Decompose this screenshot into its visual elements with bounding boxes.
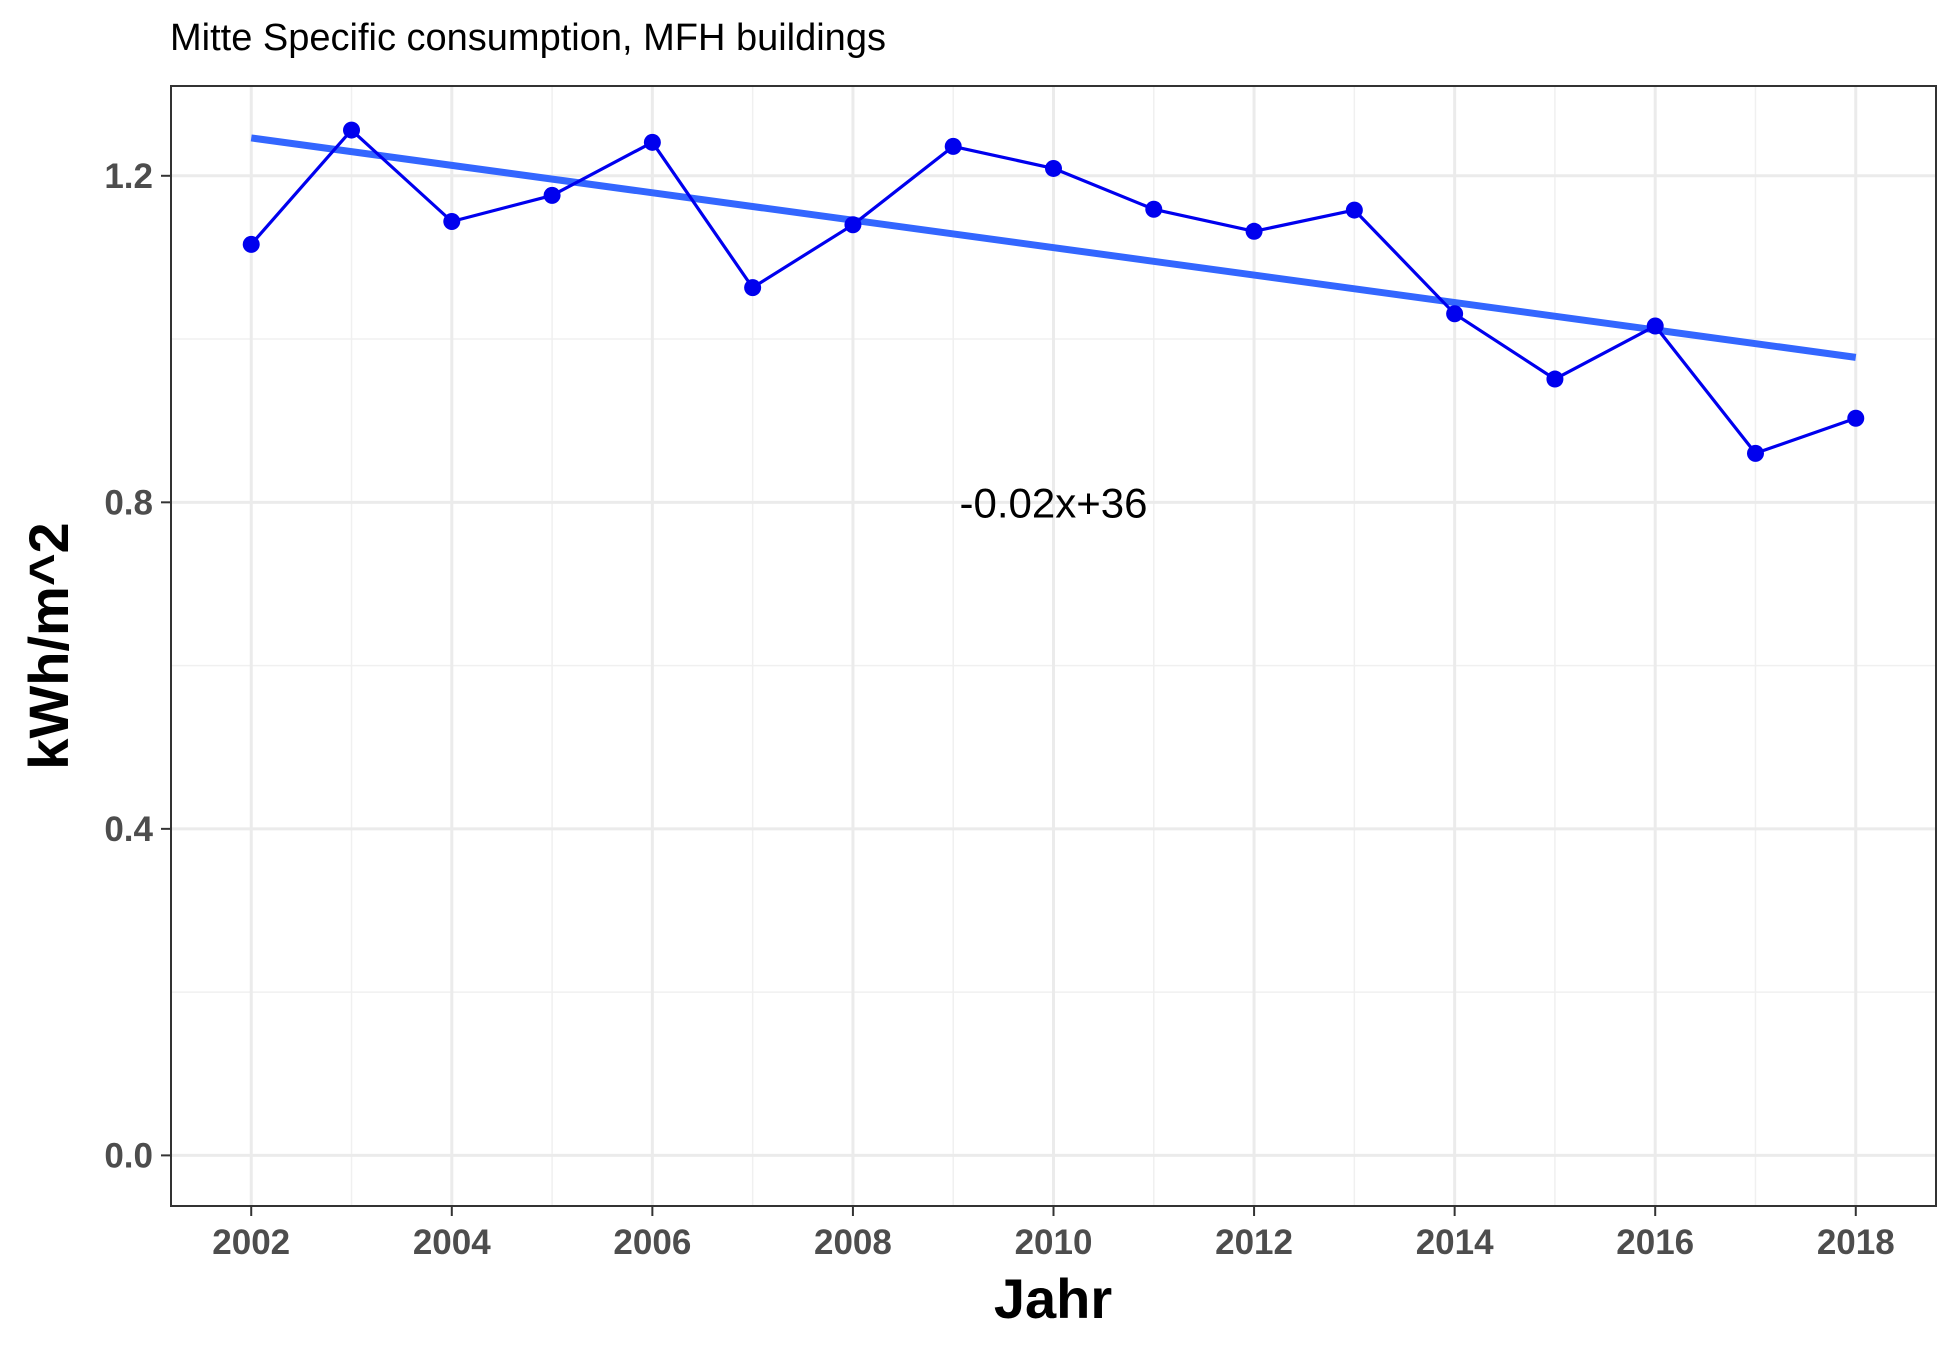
data-point-2014 <box>1446 305 1464 323</box>
data-point-2007 <box>744 279 762 297</box>
data-point-2017 <box>1746 444 1764 462</box>
data-point-2006 <box>643 133 661 151</box>
x-tick-label: 2012 <box>1215 1223 1293 1262</box>
y-tick-label: 0.8 <box>104 483 153 522</box>
grid-major <box>171 86 1936 1206</box>
y-axis-title: kWh/m^2 <box>17 522 80 769</box>
data-point-2012 <box>1245 222 1263 240</box>
trend-layer <box>250 134 1857 361</box>
x-tick-label: 2006 <box>613 1223 691 1262</box>
data-point-2013 <box>1345 201 1363 219</box>
data-point-2005 <box>543 186 561 204</box>
data-point-2002 <box>242 235 260 253</box>
annotation-layer: -0.02x+36 <box>960 479 1148 526</box>
x-tick-label: 2004 <box>413 1223 491 1262</box>
chart-title: Mitte Specific consumption, MFH building… <box>170 17 886 59</box>
trend-line <box>250 134 1857 361</box>
y-axis: 0.0 0.4 0.8 1.2 <box>104 157 171 1175</box>
x-axis-title: Jahr <box>994 1267 1112 1330</box>
y-tick-label: 0.4 <box>104 810 153 849</box>
data-point-2018 <box>1847 409 1865 427</box>
x-tick-label: 2014 <box>1416 1223 1494 1262</box>
trend-equation-label: -0.02x+36 <box>960 479 1148 526</box>
data-point-2004 <box>443 213 461 231</box>
x-tick-label: 2016 <box>1616 1223 1694 1262</box>
y-tick-label: 1.2 <box>104 157 153 196</box>
x-tick-label: 2002 <box>212 1223 290 1262</box>
data-point-2008 <box>844 216 862 234</box>
x-tick-label: 2008 <box>814 1223 892 1262</box>
series-layer <box>242 121 1865 462</box>
y-tick-label: 0.0 <box>104 1136 153 1175</box>
data-point-2009 <box>944 137 962 155</box>
x-tick-label: 2018 <box>1817 1223 1895 1262</box>
data-point-2011 <box>1145 200 1163 218</box>
x-tick-label: 2010 <box>1015 1223 1093 1262</box>
x-axis: 2002 2004 2006 2008 2010 2012 2014 2016 2018 <box>212 1206 1895 1262</box>
data-point-2003 <box>343 121 361 139</box>
data-point-2015 <box>1546 370 1564 388</box>
data-point-2010 <box>1045 159 1062 177</box>
data-point-2016 <box>1646 317 1664 335</box>
